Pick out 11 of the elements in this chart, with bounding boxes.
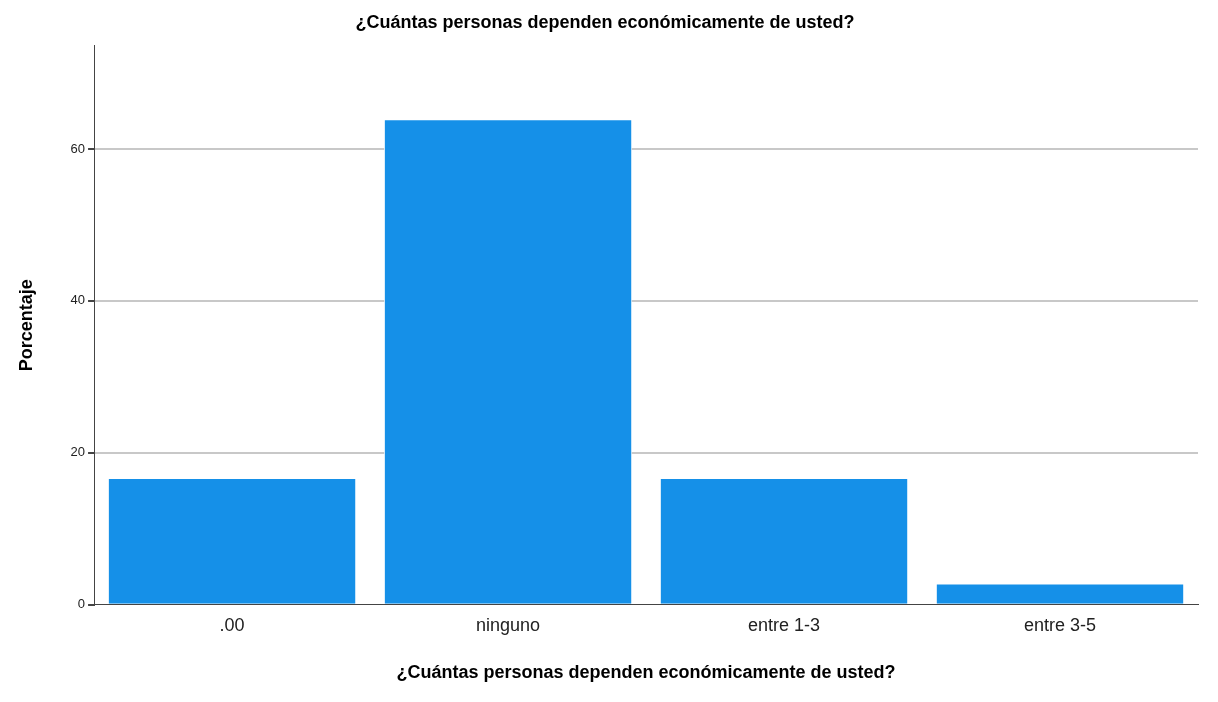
y-tick-label: 60 — [70, 140, 86, 156]
x-tick-label: entre 3-5 — [1023, 614, 1097, 635]
chart-title: ¿Cuántas personas dependen económicamente de usted? — [355, 11, 855, 32]
y-tick-label: 20 — [70, 444, 86, 460]
x-tick-label: ninguno — [476, 614, 541, 635]
x-axis-title: ¿Cuántas personas dependen económicamente de usted? — [396, 662, 896, 683]
y-tick-label: 0 — [77, 596, 86, 612]
y-axis-title: Porcentaje — [15, 279, 36, 372]
x-tick-label: entre 1-3 — [748, 614, 821, 635]
y-tick-label: 40 — [70, 292, 86, 308]
x-tick-label: .00 — [219, 614, 245, 635]
